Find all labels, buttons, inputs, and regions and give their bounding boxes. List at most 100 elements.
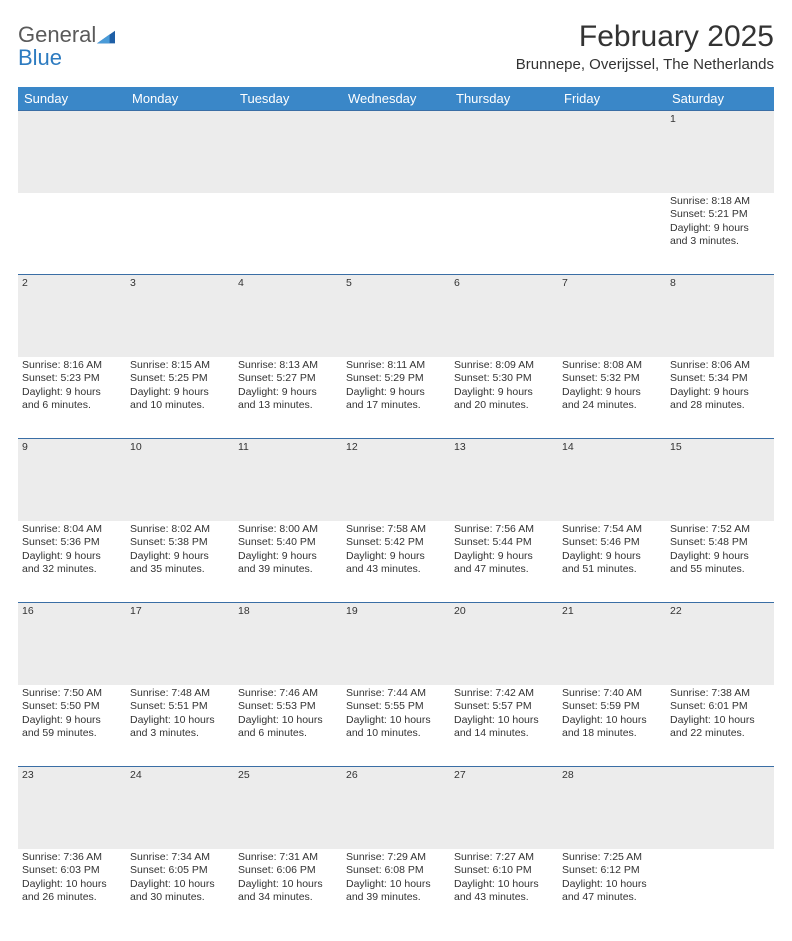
day-number: 24	[126, 767, 234, 849]
day-number: 7	[558, 275, 666, 357]
daylight-text: Daylight: 9 hours	[670, 386, 770, 400]
daylight-text: Daylight: 9 hours	[562, 550, 662, 564]
sunset-text: Sunset: 5:34 PM	[670, 372, 770, 386]
sunset-text: Sunset: 5:23 PM	[22, 372, 122, 386]
day-cell: Sunrise: 8:00 AMSunset: 5:40 PMDaylight:…	[234, 521, 342, 603]
day-detail-row: Sunrise: 8:16 AMSunset: 5:23 PMDaylight:…	[18, 357, 774, 439]
sunset-text: Sunset: 6:03 PM	[22, 864, 122, 878]
daylight-text-2: and 43 minutes.	[346, 563, 446, 577]
day-number: 27	[450, 767, 558, 849]
day-cell	[558, 193, 666, 275]
sunset-text: Sunset: 5:21 PM	[670, 208, 770, 222]
day-cell: Sunrise: 7:56 AMSunset: 5:44 PMDaylight:…	[450, 521, 558, 603]
daylight-text: Daylight: 9 hours	[454, 550, 554, 564]
sunset-text: Sunset: 6:10 PM	[454, 864, 554, 878]
daylight-text: Daylight: 9 hours	[130, 386, 230, 400]
day-cell: Sunrise: 8:18 AMSunset: 5:21 PMDaylight:…	[666, 193, 774, 275]
day-number: 23	[18, 767, 126, 849]
sunset-text: Sunset: 5:32 PM	[562, 372, 662, 386]
daylight-text: Daylight: 10 hours	[454, 878, 554, 892]
day-number: 4	[234, 275, 342, 357]
daylight-text: Daylight: 10 hours	[22, 878, 122, 892]
daylight-text-2: and 24 minutes.	[562, 399, 662, 413]
day-cell	[126, 193, 234, 275]
day-number: 21	[558, 603, 666, 685]
sunset-text: Sunset: 5:29 PM	[346, 372, 446, 386]
day-cell: Sunrise: 7:58 AMSunset: 5:42 PMDaylight:…	[342, 521, 450, 603]
sunset-text: Sunset: 5:53 PM	[238, 700, 338, 714]
day-header: Friday	[558, 87, 666, 111]
day-number: 18	[234, 603, 342, 685]
logo-triangle-icon	[97, 29, 115, 47]
day-cell: Sunrise: 7:40 AMSunset: 5:59 PMDaylight:…	[558, 685, 666, 767]
sunrise-text: Sunrise: 8:06 AM	[670, 359, 770, 373]
daylight-text: Daylight: 9 hours	[238, 386, 338, 400]
day-number: 1	[666, 111, 774, 193]
sunrise-text: Sunrise: 8:18 AM	[670, 195, 770, 209]
daylight-text-2: and 35 minutes.	[130, 563, 230, 577]
day-detail-row: Sunrise: 7:50 AMSunset: 5:50 PMDaylight:…	[18, 685, 774, 767]
day-cell: Sunrise: 7:50 AMSunset: 5:50 PMDaylight:…	[18, 685, 126, 767]
sunrise-text: Sunrise: 7:38 AM	[670, 687, 770, 701]
daylight-text: Daylight: 10 hours	[562, 878, 662, 892]
day-number-row: 1	[18, 111, 774, 193]
day-detail-row: Sunrise: 8:04 AMSunset: 5:36 PMDaylight:…	[18, 521, 774, 603]
day-detail-row: Sunrise: 8:18 AMSunset: 5:21 PMDaylight:…	[18, 193, 774, 275]
day-number: 3	[126, 275, 234, 357]
day-header: Tuesday	[234, 87, 342, 111]
page-subtitle: Brunnepe, Overijssel, The Netherlands	[516, 56, 774, 73]
sunrise-text: Sunrise: 8:15 AM	[130, 359, 230, 373]
daylight-text: Daylight: 9 hours	[22, 714, 122, 728]
day-number	[18, 111, 126, 193]
daylight-text-2: and 10 minutes.	[346, 727, 446, 741]
daylight-text: Daylight: 10 hours	[670, 714, 770, 728]
daylight-text: Daylight: 10 hours	[238, 714, 338, 728]
daylight-text-2: and 47 minutes.	[562, 891, 662, 905]
day-number: 9	[18, 439, 126, 521]
daylight-text-2: and 3 minutes.	[670, 235, 770, 249]
day-number: 11	[234, 439, 342, 521]
sunrise-text: Sunrise: 7:44 AM	[346, 687, 446, 701]
daylight-text-2: and 17 minutes.	[346, 399, 446, 413]
daylight-text-2: and 55 minutes.	[670, 563, 770, 577]
day-cell: Sunrise: 7:34 AMSunset: 6:05 PMDaylight:…	[126, 849, 234, 931]
day-number	[666, 767, 774, 849]
sunrise-text: Sunrise: 8:02 AM	[130, 523, 230, 537]
day-header: Thursday	[450, 87, 558, 111]
day-cell: Sunrise: 7:48 AMSunset: 5:51 PMDaylight:…	[126, 685, 234, 767]
day-number-row: 2345678	[18, 275, 774, 357]
day-cell: Sunrise: 8:13 AMSunset: 5:27 PMDaylight:…	[234, 357, 342, 439]
daylight-text-2: and 51 minutes.	[562, 563, 662, 577]
sunrise-text: Sunrise: 7:58 AM	[346, 523, 446, 537]
sunrise-text: Sunrise: 7:40 AM	[562, 687, 662, 701]
sunset-text: Sunset: 5:57 PM	[454, 700, 554, 714]
day-number-row: 232425262728	[18, 767, 774, 849]
day-number: 26	[342, 767, 450, 849]
sunset-text: Sunset: 6:06 PM	[238, 864, 338, 878]
day-number: 19	[342, 603, 450, 685]
sunrise-text: Sunrise: 8:04 AM	[22, 523, 122, 537]
sunset-text: Sunset: 5:27 PM	[238, 372, 338, 386]
sunset-text: Sunset: 6:12 PM	[562, 864, 662, 878]
day-number-row: 9101112131415	[18, 439, 774, 521]
day-cell: Sunrise: 8:16 AMSunset: 5:23 PMDaylight:…	[18, 357, 126, 439]
day-number	[342, 111, 450, 193]
day-number: 20	[450, 603, 558, 685]
header: General Blue February 2025 Brunnepe, Ove…	[18, 20, 774, 73]
sunrise-text: Sunrise: 7:25 AM	[562, 851, 662, 865]
day-cell: Sunrise: 8:08 AMSunset: 5:32 PMDaylight:…	[558, 357, 666, 439]
daylight-text-2: and 28 minutes.	[670, 399, 770, 413]
sunrise-text: Sunrise: 8:11 AM	[346, 359, 446, 373]
daylight-text-2: and 14 minutes.	[454, 727, 554, 741]
sunrise-text: Sunrise: 7:48 AM	[130, 687, 230, 701]
sunset-text: Sunset: 5:48 PM	[670, 536, 770, 550]
day-number: 12	[342, 439, 450, 521]
day-number: 17	[126, 603, 234, 685]
sunrise-text: Sunrise: 7:34 AM	[130, 851, 230, 865]
daylight-text: Daylight: 9 hours	[238, 550, 338, 564]
day-cell: Sunrise: 7:25 AMSunset: 6:12 PMDaylight:…	[558, 849, 666, 931]
sunrise-text: Sunrise: 7:56 AM	[454, 523, 554, 537]
day-number: 13	[450, 439, 558, 521]
sunset-text: Sunset: 5:55 PM	[346, 700, 446, 714]
daylight-text: Daylight: 9 hours	[670, 550, 770, 564]
